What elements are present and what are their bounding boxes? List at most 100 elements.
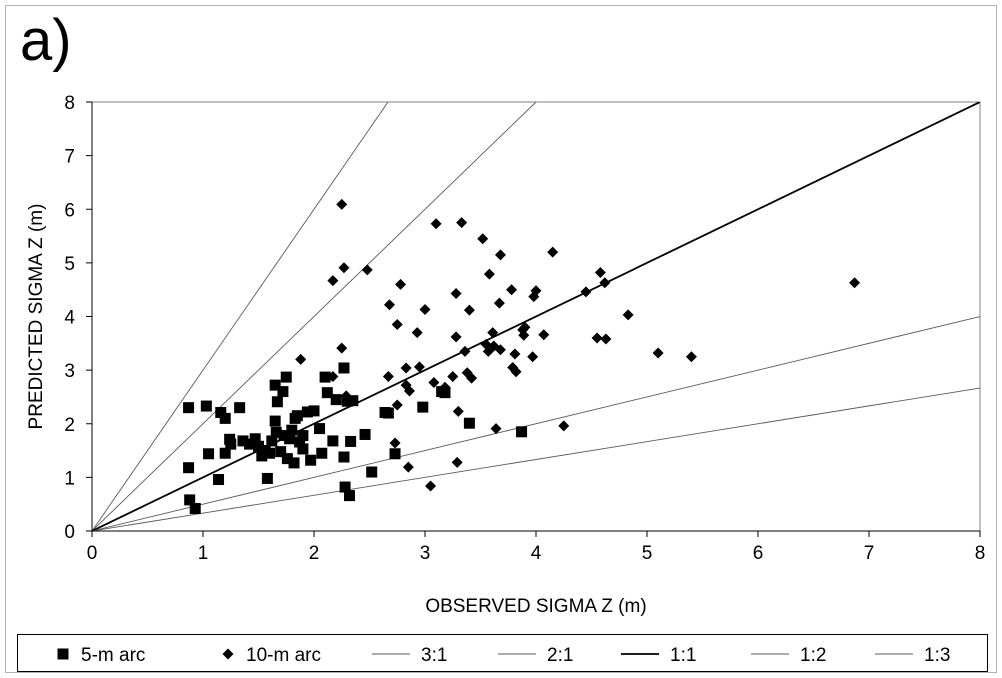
point-5-m-arc	[278, 430, 290, 442]
point-5-m-arc	[291, 410, 303, 422]
y-tick-label: 5	[64, 254, 75, 275]
point-10-m-arc	[466, 372, 478, 384]
legend-label-1-to-2: 1:2	[800, 645, 826, 666]
point-5-m-arc	[344, 490, 356, 502]
x-tick-label: 0	[87, 543, 98, 564]
reference-line-2-to-1	[92, 102, 537, 531]
point-10-m-arc	[344, 396, 356, 408]
point-10-m-arc	[580, 286, 592, 298]
point-10-m-arc	[849, 277, 861, 289]
point-5-m-arc	[261, 472, 273, 484]
y-tick-label: 8	[64, 93, 75, 114]
tick-labels: 0 1 2 3 4 5 6 7 8 0 1 2 3 4 5 6 7 8	[64, 93, 985, 564]
reference-line-3-to-1	[92, 102, 389, 531]
point-5-m-arc	[219, 447, 231, 459]
legend: 5-m arc 10-m arc 3:1 2:1 1:1 1:2 1:3	[17, 634, 988, 672]
point-5-m-arc	[253, 440, 264, 452]
y-tick-label: 1	[64, 468, 75, 489]
point-10-m-arc	[452, 405, 464, 417]
point-10-m-arc	[519, 321, 531, 333]
point-5-m-arc	[203, 448, 215, 460]
point-5-m-arc	[271, 396, 283, 408]
point-5-m-arc	[314, 423, 326, 435]
x-tick-label: 6	[753, 543, 764, 564]
point-10-m-arc	[530, 285, 542, 297]
point-10-m-arc	[494, 249, 506, 261]
point-10-m-arc	[439, 381, 451, 393]
y-axis-title: PREDICTED SIGMA Z (m)	[26, 204, 47, 430]
point-10-m-arc	[685, 351, 697, 363]
legend-label-1-to-3: 1:3	[924, 645, 950, 666]
point-5-m-arc	[249, 433, 261, 445]
legend-label-2-to-1: 2:1	[547, 645, 573, 666]
point-10-m-arc	[487, 327, 499, 339]
point-5-m-arc	[294, 436, 306, 448]
x-tick-label: 7	[864, 543, 875, 564]
point-10-m-arc	[428, 376, 440, 388]
point-5-m-arc	[213, 474, 225, 486]
point-5-m-arc	[319, 371, 331, 383]
legend-swatch-5-m-arc	[57, 648, 69, 660]
point-10-m-arc	[510, 366, 522, 378]
point-5-m-arc	[297, 443, 309, 455]
point-5-m-arc	[366, 466, 378, 478]
point-5-m-arc	[275, 446, 287, 458]
point-10-m-arc	[361, 264, 373, 276]
point-10-m-arc	[599, 277, 611, 289]
point-10-m-arc	[336, 198, 348, 210]
point-5-m-arc	[463, 417, 475, 429]
point-5-m-arc	[330, 394, 342, 406]
point-5-m-arc	[382, 407, 394, 419]
legend-label-5-m-arc: 5-m arc	[81, 645, 145, 666]
point-10-m-arc	[389, 437, 401, 449]
point-10-m-arc	[459, 345, 471, 357]
point-5-m-arc	[345, 435, 357, 447]
x-tick-label: 1	[198, 543, 209, 564]
reference-lines	[92, 102, 980, 531]
point-5-m-arc	[266, 435, 278, 447]
point-10-m-arc	[463, 304, 475, 316]
point-5-m-arc	[269, 415, 281, 427]
point-10-m-arc	[558, 420, 570, 432]
axes	[86, 101, 981, 537]
x-axis-title: OBSERVED SIGMA Z (m)	[425, 596, 646, 617]
point-10-m-arc	[447, 371, 459, 383]
point-10-m-arc	[338, 262, 350, 274]
point-10-m-arc	[450, 331, 462, 343]
point-10-m-arc	[327, 371, 339, 383]
y-tick-label: 6	[64, 200, 75, 221]
point-5-m-arc	[189, 502, 201, 514]
point-5-m-arc	[516, 426, 528, 438]
x-tick-label: 5	[642, 543, 653, 564]
point-5-m-arc	[338, 362, 350, 374]
point-5-m-arc	[215, 406, 227, 418]
point-5-m-arc	[264, 447, 276, 459]
point-5-m-arc	[284, 433, 296, 445]
point-10-m-arc	[527, 351, 539, 363]
point-10-m-arc	[391, 399, 403, 411]
point-10-m-arc	[450, 287, 462, 299]
point-10-m-arc	[490, 423, 502, 435]
point-5-m-arc	[280, 371, 292, 383]
point-10-m-arc	[591, 332, 603, 344]
point-10-m-arc	[382, 371, 394, 383]
point-10-m-arc	[456, 217, 468, 229]
point-5-m-arc	[321, 387, 333, 399]
point-10-m-arc	[336, 342, 348, 354]
point-5-m-arc	[183, 462, 195, 474]
x-tick-label: 3	[420, 543, 431, 564]
point-10-m-arc	[402, 461, 414, 473]
reference-line-1-to-1	[92, 102, 980, 531]
point-10-m-arc	[483, 268, 495, 280]
x-tick-label: 8	[975, 543, 986, 564]
point-5-m-arc	[270, 426, 282, 438]
point-5-m-arc	[389, 448, 401, 460]
point-5-m-arc	[244, 438, 256, 450]
reference-line-1-to-2	[92, 316, 980, 531]
point-10-m-arc	[477, 233, 489, 245]
point-10-m-arc	[538, 329, 550, 341]
reference-line-1-to-3	[92, 387, 980, 531]
point-5-m-arc	[316, 447, 328, 459]
y-tick-label: 7	[64, 147, 75, 168]
